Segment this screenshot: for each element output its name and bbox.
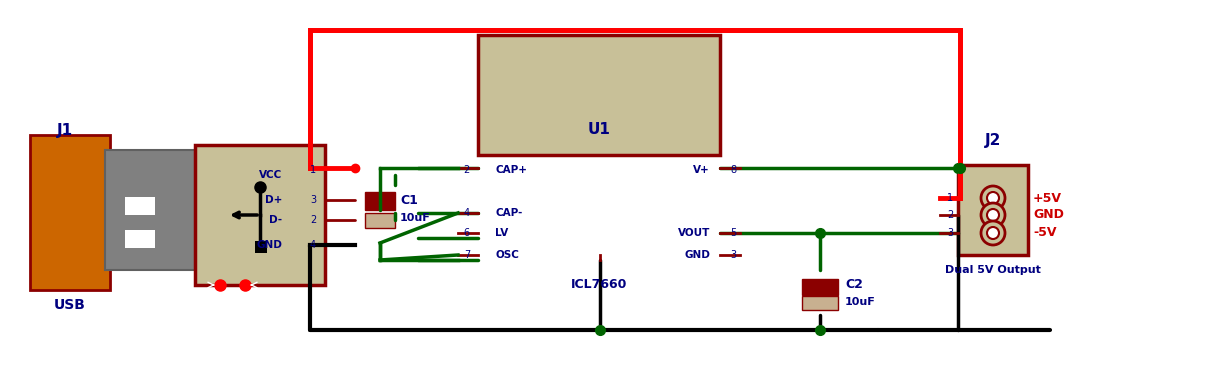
Text: 4: 4 <box>464 208 470 218</box>
Circle shape <box>981 186 1005 210</box>
Text: 6: 6 <box>464 228 470 238</box>
Text: 4: 4 <box>310 240 316 250</box>
FancyBboxPatch shape <box>478 35 721 155</box>
Text: GND: GND <box>256 240 282 250</box>
Text: J1: J1 <box>57 123 73 138</box>
Circle shape <box>981 203 1005 227</box>
Text: 8: 8 <box>730 165 736 175</box>
Text: 5: 5 <box>730 228 736 238</box>
Text: D-: D- <box>269 215 282 225</box>
Bar <box>125 230 155 248</box>
Text: 1: 1 <box>310 165 316 175</box>
Text: CAP-: CAP- <box>495 208 522 218</box>
Text: U1: U1 <box>587 123 610 138</box>
Text: GND: GND <box>684 250 710 260</box>
Text: VOUT: VOUT <box>678 228 710 238</box>
Text: 7: 7 <box>464 250 470 260</box>
FancyBboxPatch shape <box>958 165 1028 255</box>
Bar <box>256 241 266 253</box>
Text: 3: 3 <box>947 228 953 238</box>
Bar <box>365 192 395 210</box>
Bar <box>802 279 838 295</box>
Bar <box>125 197 155 215</box>
Text: 10uF: 10uF <box>845 297 876 307</box>
Text: Dual 5V Output: Dual 5V Output <box>945 265 1041 275</box>
Text: -5V: -5V <box>1033 226 1056 240</box>
FancyBboxPatch shape <box>30 135 110 290</box>
Text: USB: USB <box>54 298 86 312</box>
Bar <box>802 296 838 310</box>
Text: C1: C1 <box>400 194 418 207</box>
FancyBboxPatch shape <box>105 150 225 270</box>
Text: 1: 1 <box>947 193 953 203</box>
Text: 3: 3 <box>730 250 736 260</box>
Text: 2: 2 <box>310 215 316 225</box>
Text: CAP+: CAP+ <box>495 165 527 175</box>
Circle shape <box>987 227 999 239</box>
Text: 10uF: 10uF <box>400 213 431 223</box>
Circle shape <box>981 221 1005 245</box>
Text: ICL7660: ICL7660 <box>570 279 627 291</box>
Text: J2: J2 <box>985 132 1001 147</box>
Circle shape <box>987 209 999 221</box>
Bar <box>365 213 395 228</box>
Text: D+: D+ <box>265 195 282 205</box>
Text: +5V: +5V <box>1033 192 1062 204</box>
Text: OSC: OSC <box>495 250 518 260</box>
Text: C2: C2 <box>845 279 863 291</box>
Text: LV: LV <box>495 228 509 238</box>
FancyBboxPatch shape <box>195 145 325 285</box>
Text: 3: 3 <box>310 195 316 205</box>
Text: 2: 2 <box>947 210 953 220</box>
Text: GND: GND <box>1033 209 1064 222</box>
Text: 2: 2 <box>464 165 470 175</box>
Text: VCC: VCC <box>259 170 282 180</box>
Circle shape <box>987 192 999 204</box>
Text: V+: V+ <box>693 165 710 175</box>
